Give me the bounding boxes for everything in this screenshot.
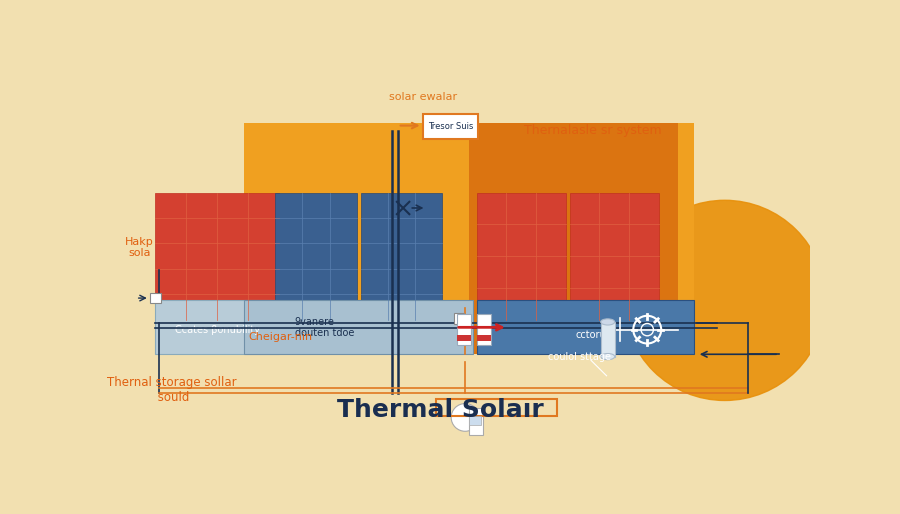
Text: Cheigar-nin: Cheigar-nin	[248, 332, 312, 342]
Bar	[469, 123, 679, 354]
Bar	[477, 193, 566, 320]
Bar	[469, 408, 483, 435]
Text: coulol sttage: coulol sttage	[548, 352, 611, 361]
Text: Tresor Suis: Tresor Suis	[428, 122, 473, 131]
Text: Hakp
sola: Hakp sola	[125, 237, 154, 259]
Bar	[469, 416, 481, 425]
Bar	[275, 193, 356, 320]
Bar	[570, 193, 659, 320]
Text: solar ewalar: solar ewalar	[389, 93, 457, 102]
Ellipse shape	[601, 319, 615, 325]
Bar	[477, 335, 490, 341]
Text: Ccates βonubility: Ccates βonubility	[175, 325, 259, 335]
Text: cctoruss: cctoruss	[576, 331, 616, 340]
Bar	[361, 193, 442, 320]
Text: 9vanere
douten tdoe: 9vanere douten tdoe	[294, 317, 354, 338]
Bar	[149, 292, 160, 303]
Circle shape	[451, 403, 479, 431]
Ellipse shape	[601, 354, 615, 360]
Bar	[244, 300, 472, 354]
Bar	[155, 193, 279, 320]
Bar	[477, 314, 490, 345]
Bar	[422, 114, 478, 139]
Bar	[601, 322, 615, 357]
Bar	[457, 335, 472, 341]
Bar	[436, 399, 556, 416]
Text: Thermal Solaır: Thermal Solaır	[337, 398, 544, 422]
Circle shape	[624, 200, 825, 400]
Bar	[457, 314, 472, 345]
Bar	[155, 300, 279, 354]
Bar	[244, 123, 694, 354]
Bar	[477, 300, 694, 354]
Text: Thernalasle sr system: Thernalasle sr system	[524, 124, 662, 137]
Bar	[454, 314, 464, 324]
Text: Thernal storage sollar
 sould: Thernal storage sollar sould	[107, 376, 237, 404]
